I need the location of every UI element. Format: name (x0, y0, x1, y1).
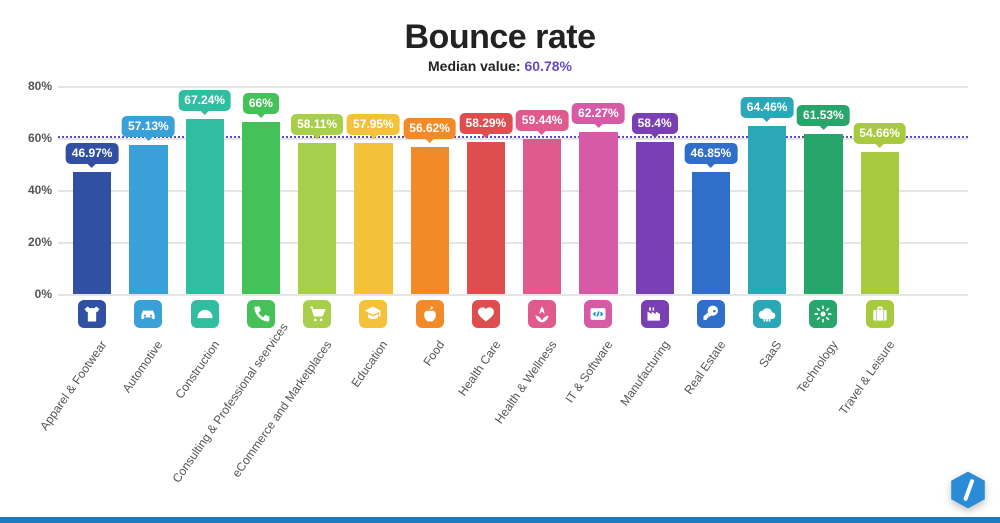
x-label-food: Food (338, 338, 447, 485)
x-label-education: Education (282, 338, 391, 485)
x-label-real-estate: Real Estate (619, 338, 728, 485)
bar-value-consulting: 66% (243, 93, 279, 114)
bar-apparel-footwear (73, 172, 111, 294)
car-icon (134, 300, 162, 328)
bar-value-automotive: 57.13% (122, 116, 175, 137)
x-label-health-care: Health Care (394, 338, 503, 485)
x-label-automotive: Automotive (57, 338, 166, 485)
bar-saas (748, 126, 786, 294)
graduation-icon (359, 300, 387, 328)
bar-food (411, 147, 449, 294)
chart-subtitle: Median value: 60.78% (0, 58, 1000, 74)
bar-value-health-wellness: 59.44% (516, 110, 569, 131)
bar-health-care (467, 142, 505, 294)
spa-icon (528, 300, 556, 328)
tech-icon (809, 300, 837, 328)
x-label-technology: Technology (732, 338, 841, 485)
bar-automotive (129, 145, 167, 294)
heartbeat-icon (472, 300, 500, 328)
gridline (58, 294, 968, 296)
x-label-ecommerce: eCommerce and Marketplaces (226, 338, 335, 485)
bar-value-apparel-footwear: 46.97% (66, 143, 119, 164)
tshirt-icon (78, 300, 106, 328)
suitcase-icon (866, 300, 894, 328)
bar-travel-leisure (861, 152, 899, 294)
x-label-construction: Construction (113, 338, 222, 485)
brand-logo-icon (948, 470, 988, 510)
apple-icon (416, 300, 444, 328)
bar-value-it-software: 62.27% (572, 103, 625, 124)
bar-value-technology: 61.53% (797, 105, 850, 126)
bar-construction (186, 119, 224, 294)
subtitle-prefix: Median value: (428, 58, 524, 74)
factory-icon (641, 300, 669, 328)
phone-icon (247, 300, 275, 328)
bar-value-health-care: 58.29% (460, 113, 513, 134)
bar-real-estate (692, 172, 730, 294)
code-icon (584, 300, 612, 328)
x-label-saas: SaaS (676, 338, 785, 485)
x-label-manufacturing: Manufacturing (563, 338, 672, 485)
x-label-it-software: IT & Software (507, 338, 616, 485)
x-label-apparel-footwear: Apparel & Footwear (1, 338, 110, 485)
bar-value-food: 56.62% (403, 118, 456, 139)
gridline (58, 86, 968, 88)
chart-stage: Bounce rate Median value: 60.78% 0%20%40… (0, 0, 1000, 523)
bar-it-software (579, 132, 617, 294)
bar-value-manufacturing: 58.4% (632, 113, 678, 134)
subtitle-value: 60.78% (524, 58, 571, 74)
bar-value-construction: 67.24% (178, 90, 231, 111)
bar-value-real-estate: 46.85% (685, 143, 738, 164)
hardhat-icon (191, 300, 219, 328)
footer-bar (0, 517, 1000, 523)
cloud-icon (753, 300, 781, 328)
bar-value-ecommerce: 58.11% (291, 114, 343, 135)
plot-area: 0%20%40%60%80%46.97%Apparel & Footwear57… (58, 86, 968, 294)
bar-technology (804, 134, 842, 294)
bar-value-travel-leisure: 54.66% (853, 123, 906, 144)
chart-title: Bounce rate (0, 18, 1000, 57)
bar-ecommerce (298, 143, 336, 294)
x-label-health-wellness: Health & Wellness (451, 338, 560, 485)
bar-consulting (242, 122, 280, 294)
x-label-travel-leisure: Travel & Leisure (788, 338, 897, 485)
x-label-consulting: Consulting & Professional seervices (169, 338, 278, 485)
bar-manufacturing (636, 142, 674, 294)
key-icon (697, 300, 725, 328)
bar-value-saas: 64.46% (741, 97, 794, 118)
cart-icon (303, 300, 331, 328)
bar-value-education: 57.95% (347, 114, 400, 135)
bar-health-wellness (523, 139, 561, 294)
bar-education (354, 143, 392, 294)
